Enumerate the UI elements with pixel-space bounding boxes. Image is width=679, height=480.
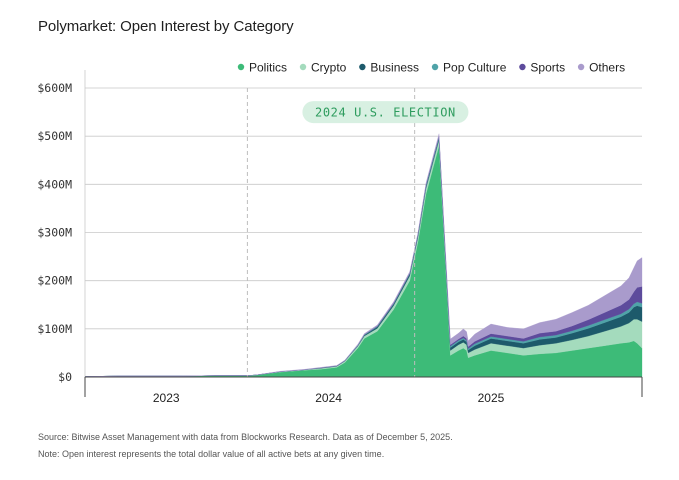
legend-swatch xyxy=(519,63,526,71)
vertical-markers xyxy=(246,88,416,377)
stacked-areas xyxy=(84,133,643,378)
definition-note: Note: Open interest represents the total… xyxy=(38,449,385,459)
y-tick-label: $100M xyxy=(37,322,72,336)
annotations: 2024 U.S. ELECTION xyxy=(302,101,469,124)
chart-title: Polymarket: Open Interest by Category xyxy=(38,18,294,35)
legend-label: Others xyxy=(589,61,625,75)
legend-swatch xyxy=(359,63,366,71)
legend-label: Politics xyxy=(249,61,287,75)
y-tick-label: $300M xyxy=(37,226,72,240)
y-tick-label: $200M xyxy=(37,274,72,288)
x-tick-label: 2025 xyxy=(478,391,505,405)
annotation-pill xyxy=(302,101,469,124)
x-tick-label: 2024 xyxy=(315,391,342,405)
axes: $0 $100M $200M $300M $400M $500M $600M 2023 2024… xyxy=(37,70,643,405)
legend-swatch xyxy=(299,63,307,71)
legend-swatch xyxy=(431,63,439,71)
legend-label: Sports xyxy=(530,61,565,75)
legend-label: Crypto xyxy=(311,61,347,75)
y-tick-label: $0 xyxy=(58,370,72,384)
x-tick-label: 2023 xyxy=(153,391,180,405)
annotation-label: 2024 U.S. ELECTION xyxy=(315,106,456,120)
legend-swatch xyxy=(237,63,245,71)
legend: Politics Crypto Business Pop Culture Sports O… xyxy=(237,61,625,75)
legend-swatch xyxy=(577,63,585,71)
y-tick-label: $500M xyxy=(37,129,72,143)
y-tick-label: $600M xyxy=(37,81,72,95)
legend-label: Pop Culture xyxy=(443,61,507,75)
legend-label: Business xyxy=(370,61,419,75)
area-others xyxy=(84,133,643,377)
source-note: Source: Bitwise Asset Management with da… xyxy=(38,432,453,442)
y-tick-label: $400M xyxy=(37,177,72,191)
